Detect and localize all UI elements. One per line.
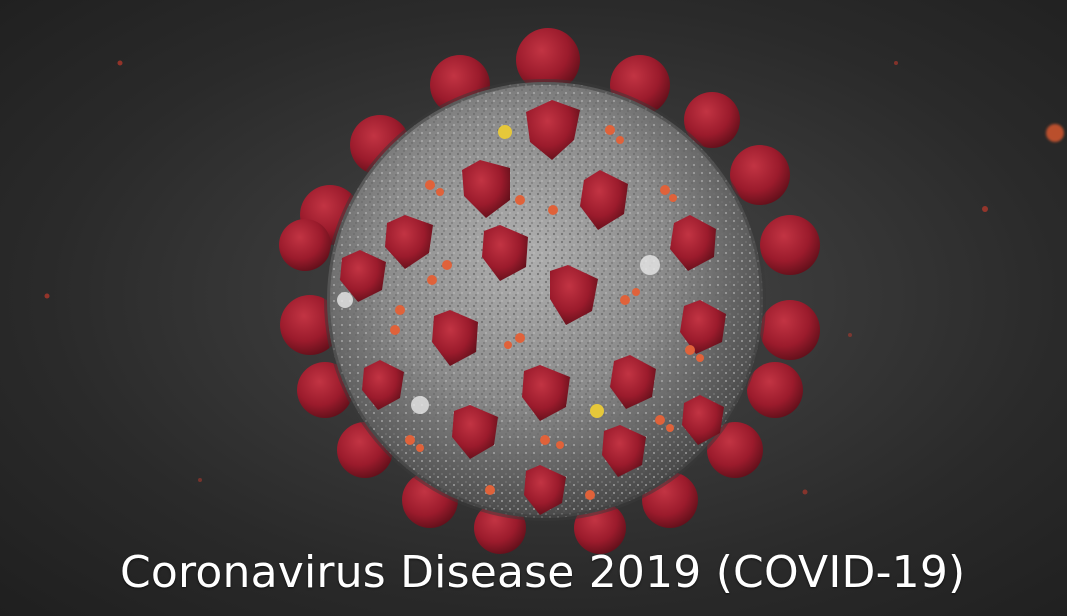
surface-spikes	[340, 100, 726, 515]
e-proteins	[390, 125, 704, 500]
m-proteins	[498, 125, 604, 418]
envelope-body	[324, 79, 766, 521]
floating-particles	[44, 60, 1064, 495]
rim-spikes	[279, 28, 820, 554]
surface-highlights	[337, 255, 660, 414]
image-caption: Coronavirus Disease 2019 (COVID-19)	[120, 547, 966, 598]
